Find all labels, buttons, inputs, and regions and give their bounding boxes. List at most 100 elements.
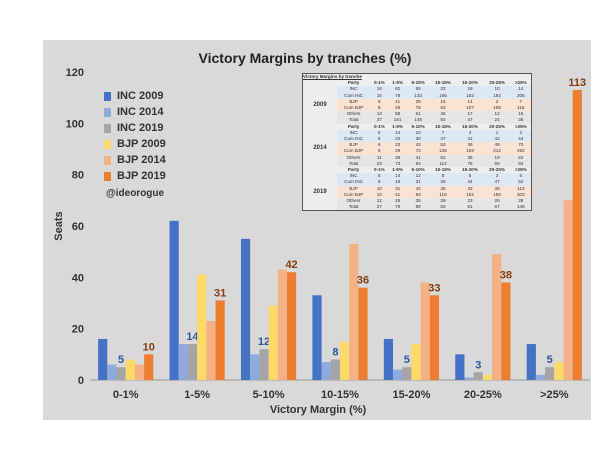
bar: [545, 367, 555, 380]
legend-label: INC 2009: [117, 90, 164, 102]
table-cell: 78: [456, 160, 484, 168]
table-header-cell: 5-10%: [411, 80, 425, 86]
table-cell: 109: [483, 105, 511, 112]
bar: [116, 367, 126, 380]
table-cell: Cum INC: [337, 179, 371, 186]
bar: [125, 359, 135, 380]
table-cell: 113: [510, 185, 531, 192]
y-tick-label: 60: [72, 221, 84, 233]
table-cell: 83: [406, 191, 430, 199]
table-cell: 36: [429, 185, 457, 192]
bar: [554, 362, 564, 380]
x-tick-label: >25%: [540, 389, 569, 401]
table-cell: 42: [406, 185, 430, 192]
table-cell: 7: [510, 98, 531, 106]
table-cell: 70: [388, 204, 407, 211]
bar: [286, 272, 297, 380]
table-cell: BJP: [337, 185, 371, 192]
table-row: Cum BJP 8 49 78 93 107 109 116: [303, 105, 531, 112]
bar: [383, 338, 394, 380]
table-cell: 72: [406, 148, 430, 155]
table-cell: 212: [483, 148, 511, 155]
bar: [429, 295, 440, 380]
table-header-cell: 0-1%: [373, 80, 385, 86]
legend-swatch: [104, 139, 111, 149]
table-cell: 16: [370, 86, 389, 93]
table-cell: 17: [456, 111, 484, 118]
table-cell: BJP: [337, 142, 371, 149]
table-cell: 22: [510, 154, 531, 161]
table-cell: 282: [510, 148, 531, 155]
bar: [349, 243, 359, 380]
table-cell: 36: [510, 117, 531, 124]
x-tick-label: 0-1%: [113, 389, 139, 401]
table-header-cell: Party: [347, 123, 360, 129]
bar: [169, 220, 179, 380]
legend-label: BJP 2014: [117, 154, 166, 166]
table-cell: 10: [406, 129, 430, 137]
table-cell: 182: [456, 92, 484, 99]
table-cell: 192: [483, 92, 511, 99]
table-cell: 19: [388, 179, 407, 186]
table-cell: 23: [388, 142, 407, 149]
legend-item: BJP 2014: [104, 152, 166, 168]
legend-label: BJP 2019: [117, 170, 166, 182]
legend-label: INC 2014: [117, 106, 164, 118]
table-cell: 53: [429, 142, 457, 149]
table-cell: 15: [429, 98, 457, 106]
legend-swatch: [104, 155, 111, 165]
table-row: Total 27 70 89 83 61 67 146: [303, 204, 531, 211]
table-cell: 67: [483, 204, 511, 211]
bar: [393, 369, 403, 380]
table-cell: 2: [510, 129, 531, 137]
table-row: 2014 INC 6 14 10 7 4 1 2: [303, 129, 531, 151]
y-tick-label: 0: [78, 375, 84, 387]
bar: [411, 344, 421, 380]
table-cell: 16: [456, 86, 484, 93]
table-cell: Others: [337, 198, 371, 205]
bar: [535, 374, 546, 380]
table-cell: 6: [370, 142, 389, 149]
table-year: 2009: [313, 101, 327, 108]
table-cell: 52: [429, 154, 457, 161]
table-cell: INC: [337, 129, 371, 137]
table-cell: 133: [406, 92, 430, 99]
bar: [144, 354, 154, 380]
table-header-cell: 5-10%: [411, 123, 425, 129]
table-row: Cum BJP 10 41 83 119 152 190 303: [303, 191, 531, 199]
bar: [330, 359, 340, 380]
table-cell: 14: [456, 98, 484, 106]
table-cell: 42: [483, 136, 511, 143]
bar: [321, 362, 331, 380]
table-header-cell: >25%: [514, 123, 527, 129]
bar: [268, 305, 278, 380]
table-cell: BJP: [337, 98, 371, 106]
table-cell: 10: [483, 86, 511, 93]
table-header-cell: 20-25%: [489, 123, 505, 129]
table-cell: 29: [388, 148, 407, 155]
x-tick-label: 5-10%: [253, 389, 285, 401]
y-tick-label: 40: [72, 272, 84, 284]
table-row: Cum INC 5 19 31 39 44 47 52: [303, 179, 531, 186]
table-row: Cum BJP 6 29 72 125 163 212 282: [303, 148, 531, 155]
data-label: 8: [332, 346, 338, 358]
data-label: 14: [186, 331, 199, 343]
table-cell: 38: [456, 142, 484, 149]
table-cell: 5: [510, 173, 531, 180]
table-cell: 70: [510, 142, 531, 149]
table-header-row: Party 0-1% 1-5% 5-10% 10-15% 15-20% 20-25% >25%: [303, 124, 531, 130]
table-cell: 25: [388, 198, 407, 205]
table-cell: 58: [388, 111, 407, 118]
table-cell: 47: [456, 117, 484, 124]
table-cell: 44: [456, 179, 484, 186]
table-cell: 4: [456, 129, 484, 137]
table-cell: 2: [483, 98, 511, 106]
table-cell: 93: [429, 105, 457, 112]
x-tick-label: 15-20%: [392, 389, 430, 401]
table-header-cell: 0-1%: [373, 167, 385, 173]
table-cell: 36: [456, 154, 484, 161]
table-cell: 12: [483, 111, 511, 118]
table-row: 2019 INC 5 14 12 8 5 3 5: [303, 173, 531, 195]
table-cell: 43: [406, 142, 430, 149]
